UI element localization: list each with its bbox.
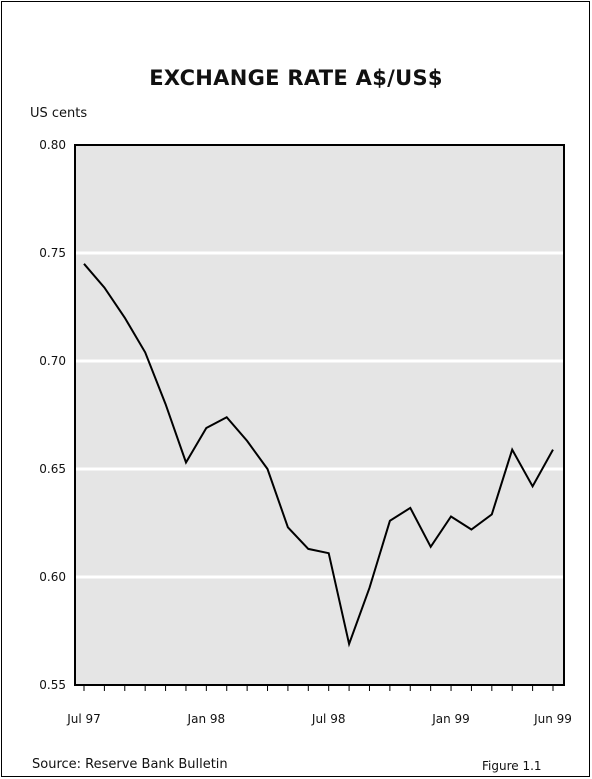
y-tick-label: 0.65 bbox=[39, 462, 66, 476]
source-note: Source: Reserve Bank Bulletin bbox=[32, 757, 228, 772]
exchange-rate-line bbox=[83, 263, 554, 648]
y-tick-label: 0.55 bbox=[39, 678, 66, 692]
y-tick-label: 0.80 bbox=[39, 138, 66, 152]
x-tick-label: Jan 98 bbox=[187, 712, 226, 726]
x-tick-label: Jul 98 bbox=[311, 712, 346, 726]
line-chart: 0.80 0.75 0.70 0.65 0.60 0.55 Jul 97 Jan 98 Jul… bbox=[39, 138, 572, 726]
figure-label: Figure 1.1 bbox=[482, 759, 542, 773]
y-tick-label: 0.75 bbox=[39, 246, 66, 260]
plot-area bbox=[74, 144, 565, 686]
x-tick-label: Jan 99 bbox=[431, 712, 470, 726]
y-axis-label: US cents bbox=[30, 106, 88, 121]
y-tick-label: 0.60 bbox=[39, 570, 66, 584]
x-tick-label: Jul 97 bbox=[66, 712, 101, 726]
x-tick-label: Jun 99 bbox=[533, 712, 572, 726]
chart-title: EXCHANGE RATE A$/US$ bbox=[149, 66, 443, 90]
y-tick-label: 0.70 bbox=[39, 354, 66, 368]
